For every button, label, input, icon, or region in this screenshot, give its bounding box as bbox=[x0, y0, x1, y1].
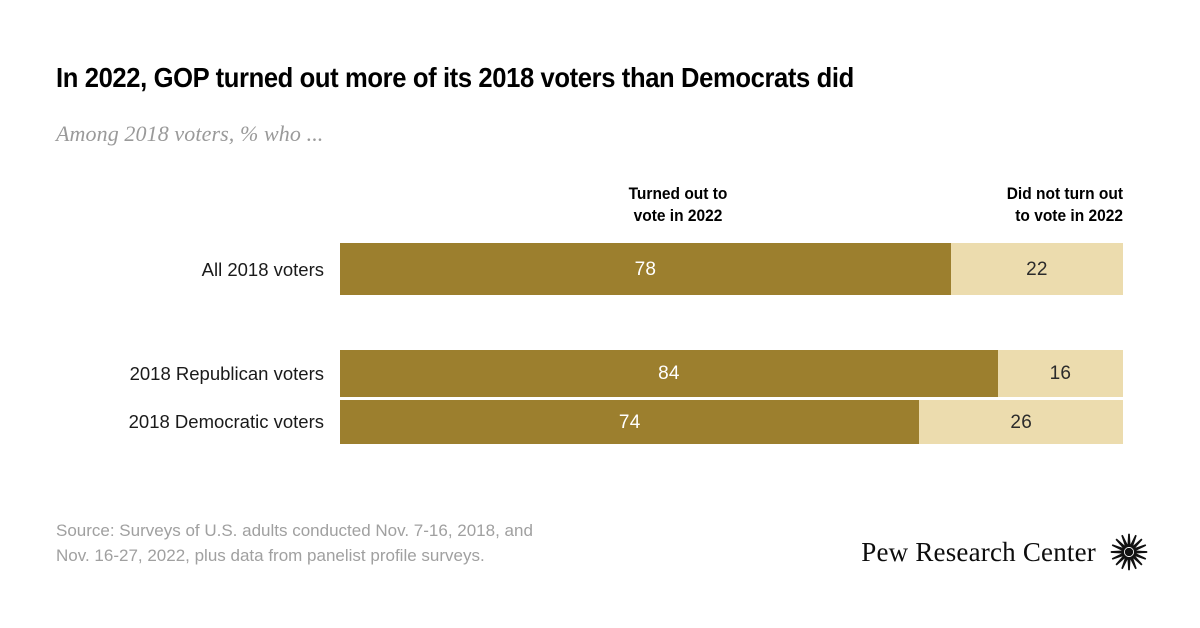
bar-value-turned-out: 84 bbox=[658, 363, 680, 384]
starburst-icon bbox=[1110, 533, 1148, 571]
bar-value-did-not-turn-out: 22 bbox=[1026, 258, 1048, 280]
bar-value-turned-out: 78 bbox=[634, 258, 657, 280]
column-header-did-not-turn-out-line2: to vote in 2022 bbox=[1015, 207, 1123, 225]
bar-segment-turned-out: 74 bbox=[340, 400, 920, 444]
source-note-line1: Source: Surveys of U.S. adults conducted… bbox=[56, 521, 533, 540]
bar-row: 84 16 bbox=[340, 350, 1123, 397]
column-header-turned-out: Turned out to vote in 2022 bbox=[567, 183, 789, 227]
bar-segment-did-not-turn-out: 16 bbox=[997, 350, 1123, 397]
bar-row: 78 22 bbox=[340, 243, 1123, 295]
bar-segment-turned-out: 78 bbox=[340, 243, 951, 295]
source-note-line2: Nov. 16-27, 2022, plus data from panelis… bbox=[56, 546, 485, 565]
pew-research-center-logo: Pew Research Center bbox=[861, 533, 1148, 571]
logo-wordmark: Pew Research Center bbox=[861, 536, 1096, 567]
bar-value-turned-out: 74 bbox=[618, 411, 641, 433]
bar-value-did-not-turn-out: 26 bbox=[1010, 411, 1032, 433]
column-header-did-not-turn-out: Did not turn out to vote in 2022 bbox=[909, 183, 1123, 227]
column-header-did-not-turn-out-line1: Did not turn out bbox=[1006, 185, 1123, 203]
bar-value-did-not-turn-out: 16 bbox=[1049, 363, 1072, 384]
page-title: In 2022, GOP turned out more of its 2018… bbox=[56, 62, 854, 93]
column-header-turned-out-line1: Turned out to bbox=[628, 185, 728, 203]
bar-segment-turned-out: 84 bbox=[340, 350, 998, 397]
bar-segment-did-not-turn-out: 22 bbox=[950, 243, 1123, 295]
bar-row: 74 26 bbox=[340, 400, 1123, 444]
category-label: 2018 Republican voters bbox=[129, 363, 324, 384]
category-label: 2018 Democratic voters bbox=[128, 411, 324, 432]
bar-segment-did-not-turn-out: 26 bbox=[919, 400, 1123, 444]
column-header-turned-out-line2: vote in 2022 bbox=[633, 207, 723, 225]
category-label: All 2018 voters bbox=[201, 259, 324, 280]
chart-subtitle: Among 2018 voters, % who ... bbox=[56, 121, 324, 146]
source-note: Source: Surveys of U.S. adults conducted… bbox=[56, 518, 716, 568]
